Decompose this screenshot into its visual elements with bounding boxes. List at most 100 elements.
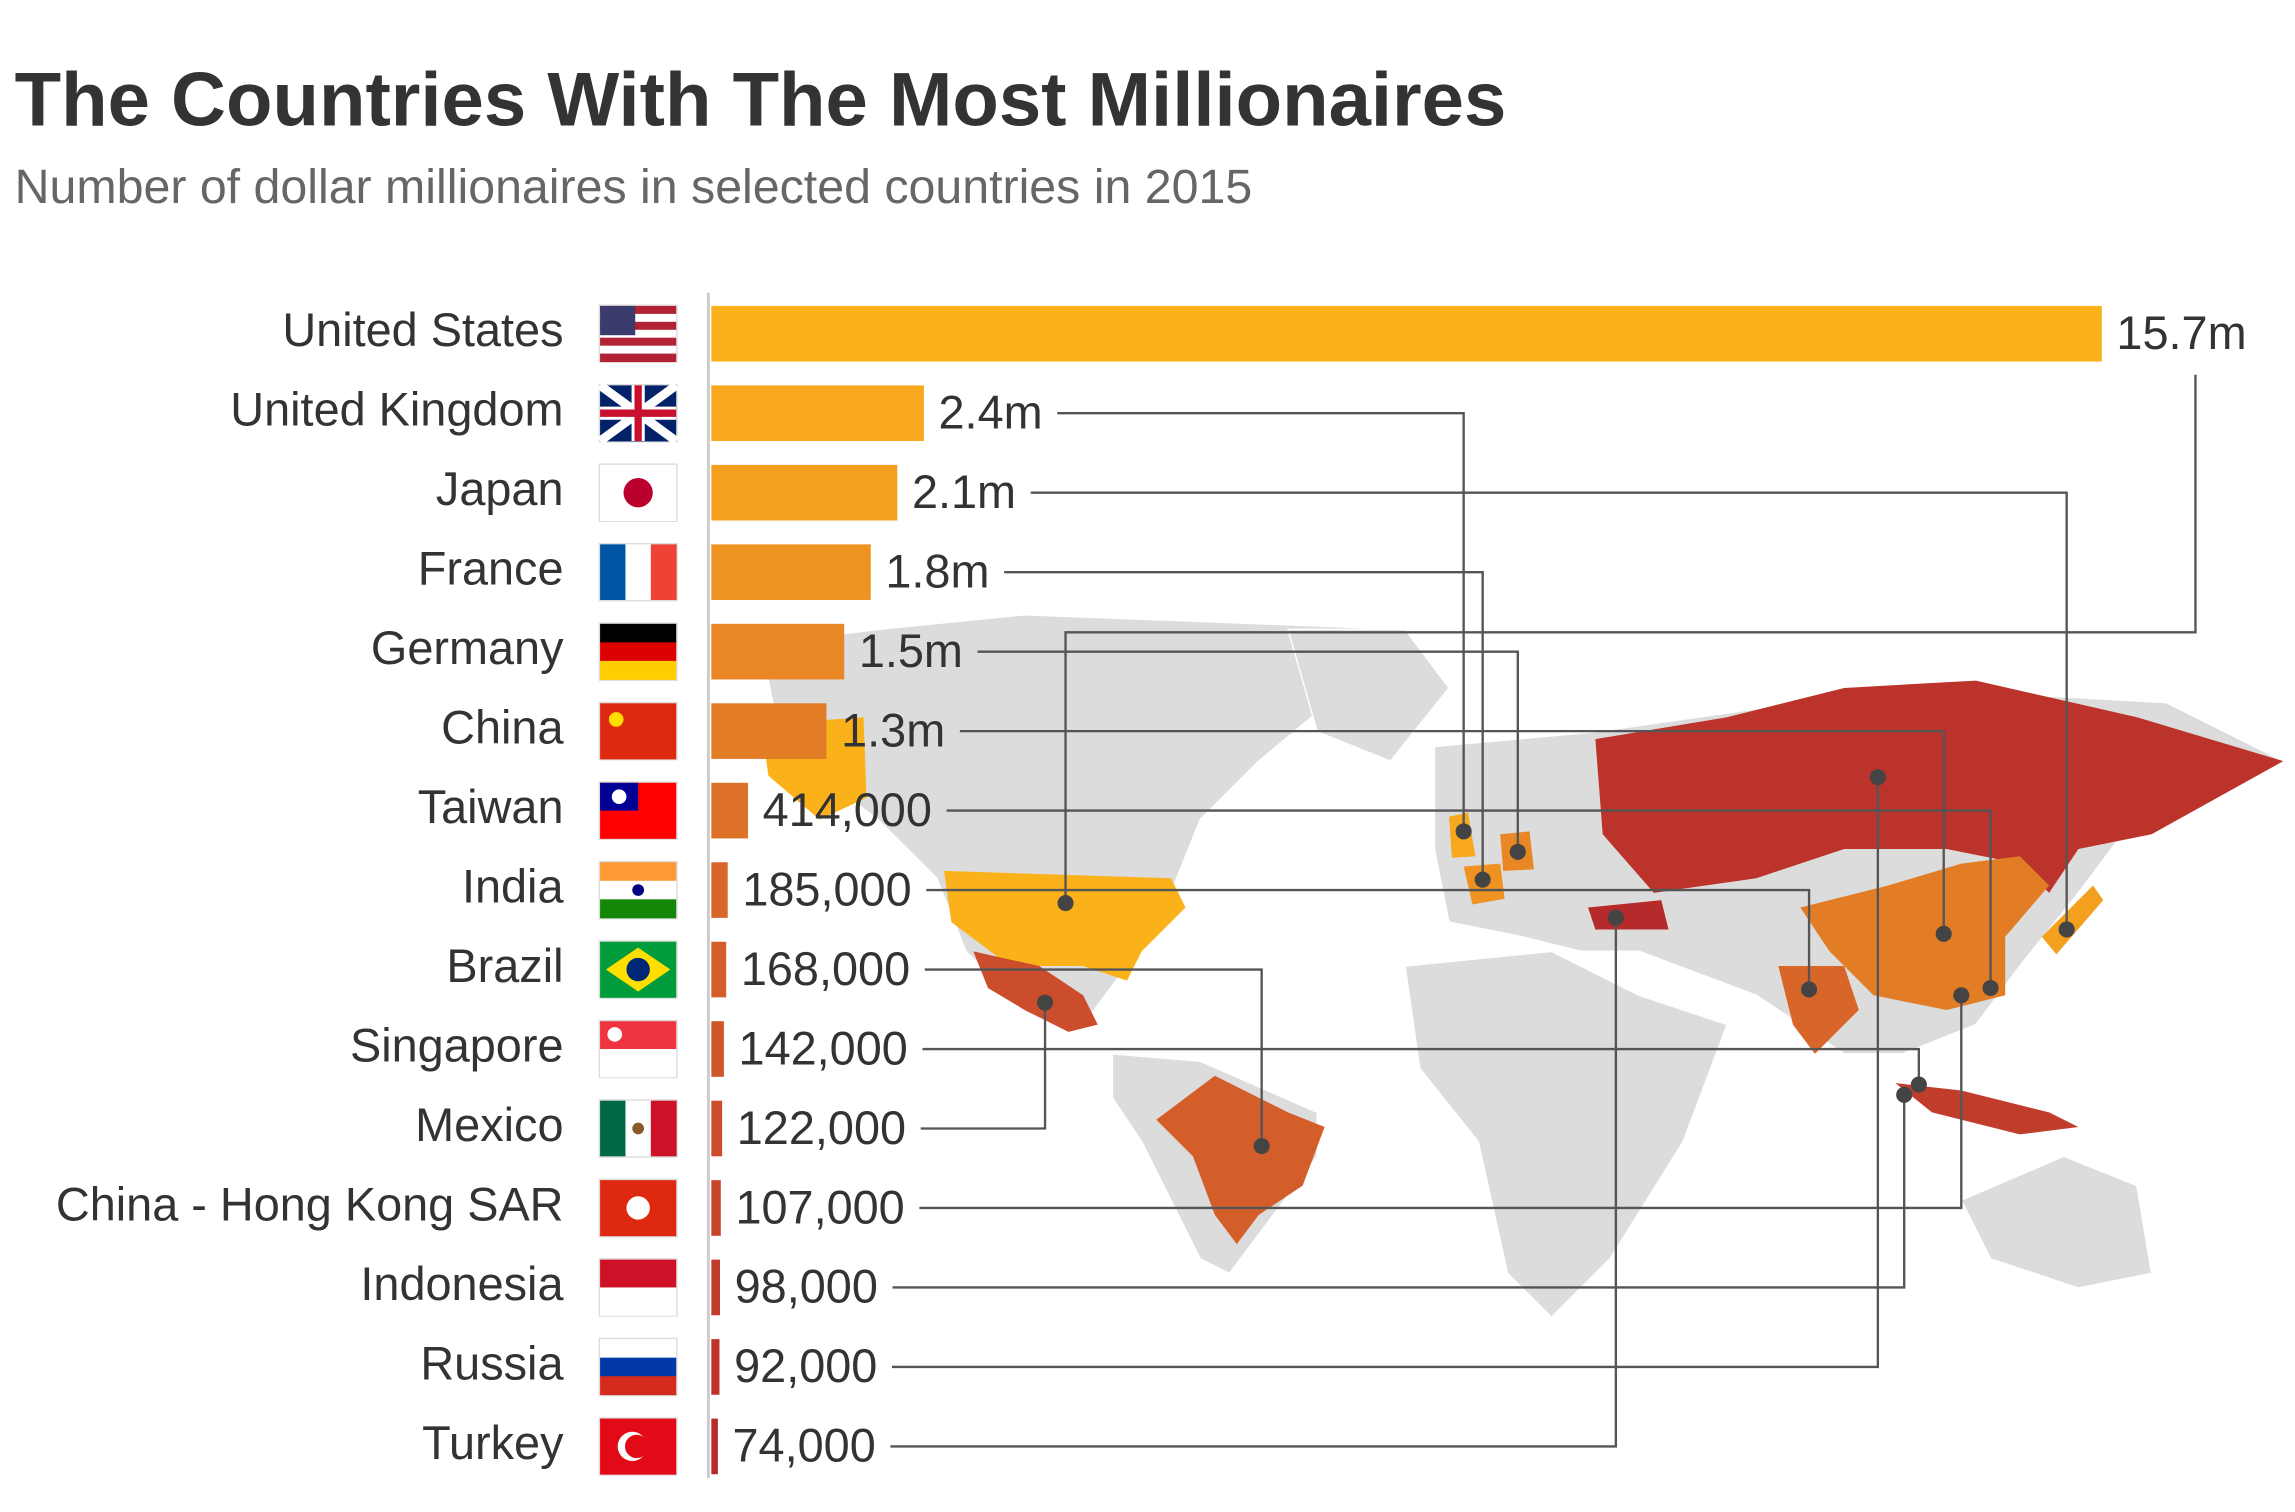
bar <box>711 1100 723 1157</box>
value-label: 142,000 <box>739 1022 908 1074</box>
flag <box>598 542 678 602</box>
category-label: Indonesia <box>360 1258 564 1310</box>
category-label: India <box>462 860 565 912</box>
flag-stripe <box>600 337 677 347</box>
flag-stripe <box>600 623 677 643</box>
category-label: China <box>441 701 564 753</box>
category-label: Mexico <box>415 1099 563 1151</box>
flag <box>597 381 679 445</box>
connector-line <box>926 888 1811 990</box>
flag <box>598 1019 678 1079</box>
map-point <box>1057 895 1074 912</box>
value-label: 74,000 <box>733 1420 876 1472</box>
flag-emblem <box>626 957 650 982</box>
map-point <box>1869 769 1886 786</box>
category-label: China - Hong Kong SAR <box>56 1178 564 1230</box>
connector-line <box>977 650 1519 852</box>
bar <box>711 385 924 442</box>
value-label: 15.7m <box>2116 307 2246 359</box>
flag-stripe <box>625 544 652 600</box>
flag-stripe <box>600 862 677 882</box>
flag-stripe <box>600 899 677 919</box>
flag <box>598 1178 678 1238</box>
map-point <box>1953 987 1970 1004</box>
connector-line <box>891 777 1880 1369</box>
flag <box>598 1417 678 1476</box>
flag <box>598 463 678 522</box>
map-point <box>2058 921 2075 938</box>
map-point <box>1910 1076 1927 1093</box>
category-label: United Kingdom <box>230 384 563 436</box>
map-point <box>1253 1138 1270 1155</box>
map-point <box>1036 994 1054 1011</box>
flag-stripe <box>600 1049 677 1078</box>
value-label: 1.8m <box>885 545 989 597</box>
connector-line <box>920 1002 1047 1130</box>
bar <box>711 544 871 600</box>
category-label: Germany <box>371 622 564 674</box>
value-label: 1.3m <box>841 704 945 756</box>
connector-line <box>1004 570 1484 880</box>
world-map <box>706 292 2285 1479</box>
value-label: 122,000 <box>737 1102 906 1154</box>
bar <box>711 305 2102 362</box>
value-label: 92,000 <box>734 1340 877 1392</box>
flag-stripe <box>600 305 677 315</box>
flag-stripe <box>600 1259 677 1288</box>
connector-line <box>890 917 1618 1448</box>
map-point <box>1607 909 1624 926</box>
value-label: 185,000 <box>742 863 911 915</box>
connector-line <box>946 809 1992 988</box>
flag-emblem <box>632 1122 645 1135</box>
bar <box>711 862 728 918</box>
connector-line <box>922 1047 1921 1085</box>
category-label: United States <box>282 304 563 356</box>
flag-emblem <box>624 1434 649 1459</box>
bar <box>711 1180 721 1236</box>
category-label: Turkey <box>422 1417 564 1469</box>
value-label: 2.4m <box>939 387 1043 439</box>
connector-line <box>1030 491 2068 930</box>
flag <box>598 1258 678 1317</box>
connector-line <box>919 995 1963 1210</box>
bar <box>711 623 845 680</box>
flag-stripe <box>600 1100 626 1157</box>
flag-stripe <box>600 703 677 760</box>
bar <box>711 782 748 839</box>
category-label: Brazil <box>446 940 563 992</box>
connectors <box>890 374 2197 1448</box>
value-label: 168,000 <box>741 943 910 995</box>
flag-emblem <box>607 1027 623 1042</box>
flag-stripe <box>600 313 677 323</box>
map-point <box>1801 981 1818 998</box>
map-point <box>1982 979 1999 997</box>
flag-stripe <box>600 1376 677 1396</box>
map-point <box>1935 925 1952 942</box>
chart-subtitle: Number of dollar millionaires in selecte… <box>15 160 1253 214</box>
connector-line <box>924 968 1263 1147</box>
flag-stripe <box>600 642 677 662</box>
flag-stripe <box>600 321 677 331</box>
flag <box>598 1337 678 1397</box>
category-label: Japan <box>436 463 564 515</box>
flag-stripe <box>600 353 677 362</box>
flag <box>598 304 678 364</box>
map-point <box>1509 843 1526 860</box>
flag-stripe <box>600 329 677 339</box>
value-label: 1.5m <box>859 625 963 677</box>
flag-stripe <box>600 1357 677 1377</box>
flag-emblem <box>608 712 624 727</box>
connector-line <box>1057 412 1465 832</box>
flag <box>598 860 678 920</box>
connector-line <box>1064 374 2197 904</box>
category-label: Russia <box>420 1337 564 1389</box>
flag <box>598 940 678 999</box>
flag-emblem <box>611 789 627 805</box>
bar <box>711 1259 721 1316</box>
flag-emblem <box>623 478 653 508</box>
bar <box>711 703 827 759</box>
flag-emblem <box>632 884 645 896</box>
bar <box>711 464 898 521</box>
flag <box>598 781 678 840</box>
